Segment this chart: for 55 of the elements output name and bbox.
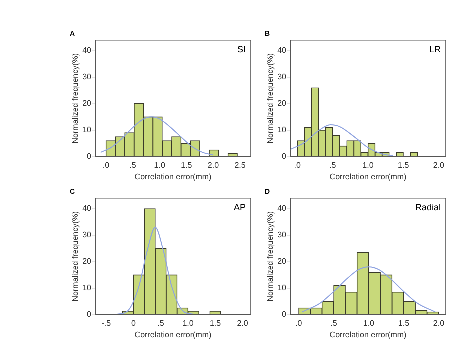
y-tick-label: 10 [82, 126, 92, 135]
y-tick-label: 30 [278, 72, 288, 82]
y-tick-label: 0 [87, 152, 92, 162]
y-tick-label: 0 [282, 310, 288, 320]
x-axis-title: Correlation error(mm) [134, 172, 212, 182]
annotation: LR [429, 44, 442, 54]
x-tick-label: 1.5 [398, 160, 410, 170]
x-tick-label: .5 [130, 160, 137, 170]
y-tick-label: 10 [278, 284, 288, 293]
x-tick-label: .0 [102, 160, 110, 170]
x-axis-title: Correlation error(mm) [330, 172, 408, 182]
annotation: AP [234, 202, 246, 212]
x-tick-label: 1.5 [210, 318, 222, 328]
y-tick-label: 40 [82, 204, 92, 214]
x-tick-label: 1.5 [181, 160, 193, 170]
x-tick-label: 2.0 [433, 318, 446, 328]
y-tick-label: 0 [282, 152, 288, 162]
y-tick-label: 10 [82, 284, 92, 293]
y-tick-label: 20 [82, 99, 92, 108]
x-tick-label: 2.0 [433, 160, 446, 170]
y-tick-label: 40 [278, 46, 288, 56]
y-axis-title: Normalized frequency(%) [71, 211, 80, 302]
x-tick-label: .0 [294, 160, 302, 170]
x-tick-label: 1.0 [362, 160, 374, 170]
x-tick-label: 1.5 [398, 318, 410, 328]
x-tick-label: -.5 [102, 318, 112, 328]
x-tick-label: .5 [158, 318, 165, 328]
x-tick-label: 0 [131, 318, 136, 328]
y-tick-label: 30 [278, 230, 288, 240]
x-tick-label: .5 [330, 160, 337, 170]
x-tick-label: 1.0 [182, 318, 194, 328]
y-tick-label: 40 [278, 204, 288, 214]
line-series [290, 124, 394, 157]
y-tick-label: 10 [278, 126, 288, 135]
x-axis-title: Correlation error(mm) [330, 330, 408, 340]
y-tick-label: 30 [82, 230, 92, 240]
x-tick-label: .5 [330, 318, 338, 328]
y-tick-label: 20 [278, 257, 288, 266]
y-tick-label: 20 [82, 257, 92, 266]
annotation: SI [237, 44, 246, 54]
x-axis-title: Correlation error(mm) [134, 330, 212, 340]
y-axis-title: Normalized frequency(%) [266, 53, 276, 144]
x-tick-label: 1.0 [154, 160, 166, 170]
y-axis-title: Normalized frequency(%) [266, 211, 276, 302]
x-tick-label: 2.5 [234, 160, 246, 170]
y-tick-label: 0 [87, 310, 92, 320]
y-axis-title: Normalized frequency(%) [71, 53, 80, 144]
y-tick-label: 30 [82, 72, 92, 82]
x-tick-label: 1.0 [363, 318, 376, 328]
y-tick-label: 20 [278, 99, 288, 108]
y-tick-label: 40 [82, 46, 92, 56]
x-tick-label: 2.0 [208, 160, 220, 170]
annotation: Radial [415, 202, 441, 212]
x-tick-label: .0 [296, 318, 303, 328]
x-tick-label: 2.0 [237, 318, 249, 328]
